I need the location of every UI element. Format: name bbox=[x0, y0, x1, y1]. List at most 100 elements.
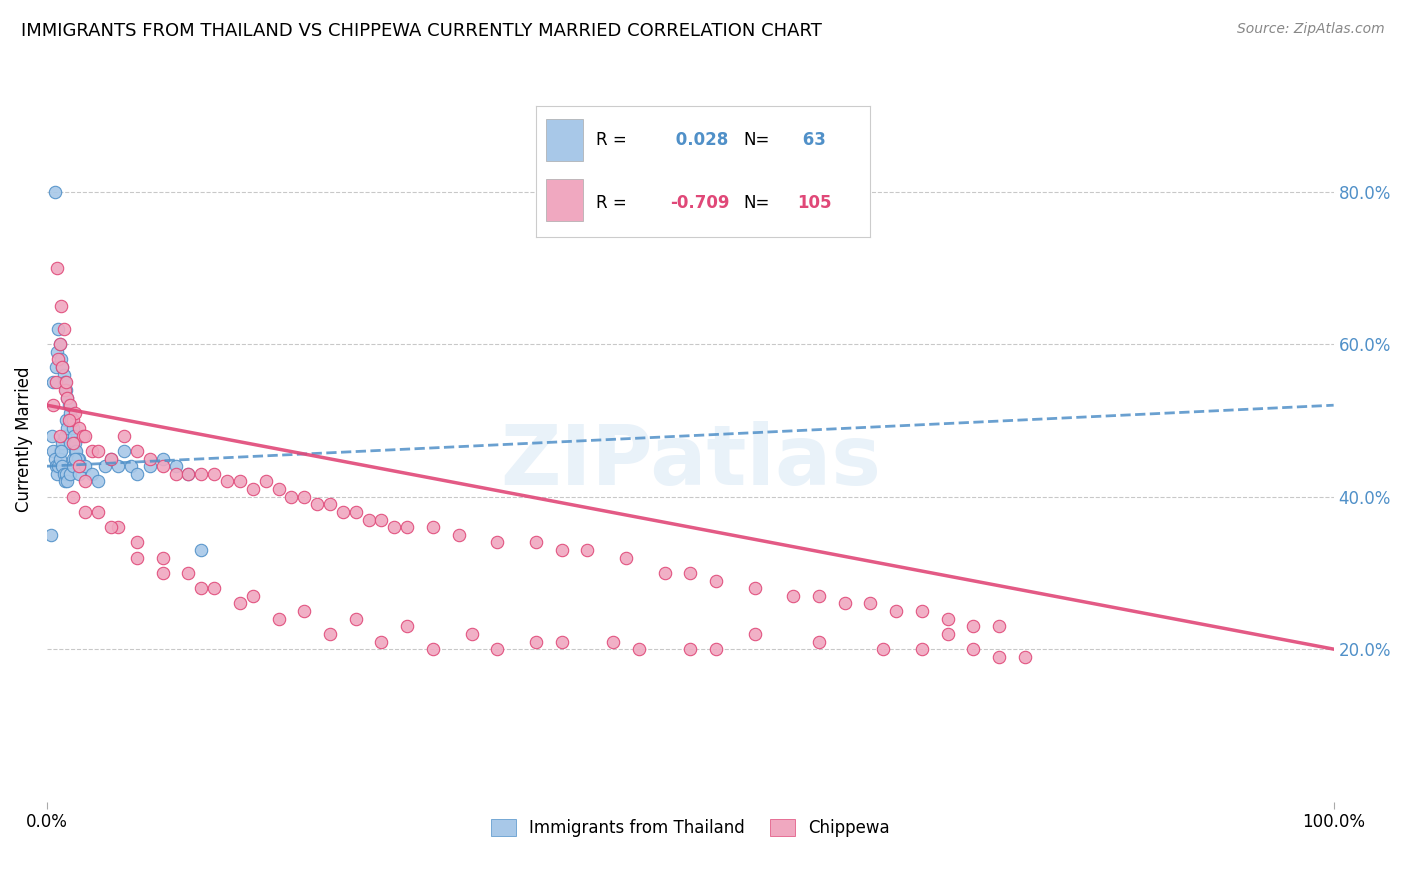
Point bbox=[744, 581, 766, 595]
Point bbox=[332, 505, 354, 519]
Point bbox=[254, 475, 277, 489]
Point bbox=[49, 451, 72, 466]
Point bbox=[165, 467, 187, 481]
Point bbox=[75, 475, 97, 489]
Point bbox=[44, 185, 66, 199]
Point bbox=[63, 406, 86, 420]
Y-axis label: Currently Married: Currently Married bbox=[15, 367, 32, 512]
Point bbox=[242, 589, 264, 603]
Text: ZIPatlas: ZIPatlas bbox=[499, 421, 880, 501]
Point bbox=[112, 428, 135, 442]
Point bbox=[139, 459, 162, 474]
Point bbox=[911, 642, 934, 657]
Point bbox=[112, 444, 135, 458]
Point bbox=[152, 459, 174, 474]
Point bbox=[107, 459, 129, 474]
Point bbox=[486, 535, 509, 549]
Point bbox=[704, 642, 727, 657]
Point bbox=[744, 627, 766, 641]
Point bbox=[62, 459, 84, 474]
Point bbox=[80, 467, 103, 481]
Text: IMMIGRANTS FROM THAILAND VS CHIPPEWA CURRENTLY MARRIED CORRELATION CHART: IMMIGRANTS FROM THAILAND VS CHIPPEWA CUR… bbox=[21, 22, 823, 40]
Point bbox=[63, 444, 86, 458]
Point bbox=[58, 413, 80, 427]
Point bbox=[280, 490, 302, 504]
Point bbox=[370, 512, 392, 526]
Point bbox=[44, 451, 66, 466]
Point bbox=[72, 428, 94, 442]
Point bbox=[49, 428, 72, 442]
Point bbox=[75, 505, 97, 519]
Point bbox=[48, 322, 70, 336]
Point bbox=[988, 619, 1011, 633]
Point bbox=[53, 383, 76, 397]
Point bbox=[51, 360, 73, 375]
Point bbox=[319, 627, 342, 641]
Point bbox=[67, 459, 90, 474]
Point bbox=[45, 360, 67, 375]
Point bbox=[87, 505, 110, 519]
Point bbox=[165, 459, 187, 474]
Point bbox=[654, 566, 676, 580]
Point bbox=[52, 322, 75, 336]
Point bbox=[202, 581, 225, 595]
Point bbox=[614, 550, 637, 565]
Point bbox=[107, 520, 129, 534]
Point bbox=[87, 444, 110, 458]
Point bbox=[229, 596, 252, 610]
Point bbox=[75, 459, 97, 474]
Point bbox=[100, 520, 122, 534]
Point bbox=[45, 376, 67, 390]
Point bbox=[48, 459, 70, 474]
Point bbox=[62, 413, 84, 427]
Point bbox=[67, 459, 90, 474]
Point bbox=[152, 550, 174, 565]
Point bbox=[202, 467, 225, 481]
Point bbox=[67, 451, 90, 466]
Point bbox=[1014, 649, 1036, 664]
Point bbox=[56, 391, 79, 405]
Point bbox=[125, 550, 148, 565]
Point bbox=[344, 505, 367, 519]
Point bbox=[46, 260, 69, 275]
Point bbox=[576, 543, 599, 558]
Point bbox=[602, 634, 624, 648]
Point bbox=[63, 428, 86, 442]
Point bbox=[382, 520, 405, 534]
Point bbox=[344, 612, 367, 626]
Point bbox=[87, 475, 110, 489]
Point bbox=[177, 467, 200, 481]
Point bbox=[51, 459, 73, 474]
Point bbox=[988, 649, 1011, 664]
Point bbox=[49, 337, 72, 351]
Point bbox=[872, 642, 894, 657]
Point bbox=[242, 482, 264, 496]
Point bbox=[66, 451, 89, 466]
Point bbox=[100, 451, 122, 466]
Point bbox=[75, 428, 97, 442]
Point bbox=[48, 352, 70, 367]
Point bbox=[52, 368, 75, 382]
Point bbox=[807, 634, 830, 648]
Point bbox=[152, 451, 174, 466]
Point bbox=[59, 467, 82, 481]
Point bbox=[65, 444, 87, 458]
Point bbox=[962, 619, 984, 633]
Point bbox=[56, 421, 79, 435]
Point bbox=[56, 475, 79, 489]
Point bbox=[357, 512, 380, 526]
Point bbox=[962, 642, 984, 657]
Point bbox=[486, 642, 509, 657]
Point bbox=[53, 428, 76, 442]
Point bbox=[51, 360, 73, 375]
Point bbox=[55, 413, 77, 427]
Point bbox=[782, 589, 804, 603]
Point bbox=[911, 604, 934, 618]
Point bbox=[63, 451, 86, 466]
Point bbox=[58, 398, 80, 412]
Point bbox=[46, 467, 69, 481]
Point bbox=[80, 444, 103, 458]
Point bbox=[100, 451, 122, 466]
Point bbox=[936, 612, 959, 626]
Point bbox=[190, 543, 212, 558]
